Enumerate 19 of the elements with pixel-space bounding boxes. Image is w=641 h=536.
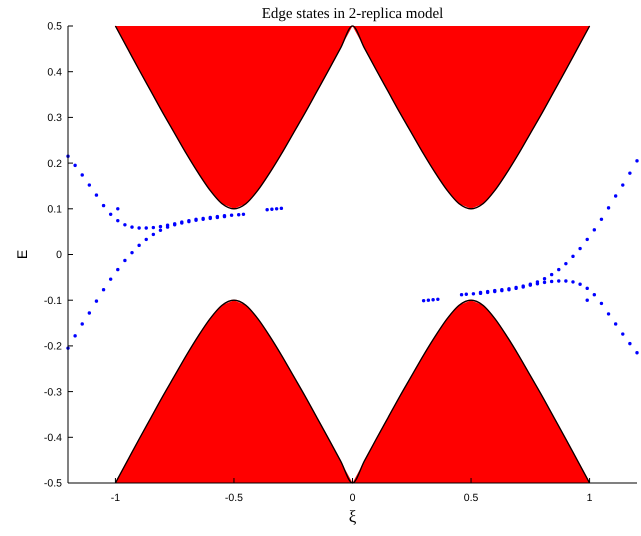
y-axis-title: E [14, 250, 30, 260]
chart-title: Edge states in 2-replica model [262, 6, 444, 22]
y-tick-label: -0.5 [44, 478, 62, 490]
x-tick-label: -0.5 [224, 492, 244, 504]
y-tick-label: -0.4 [44, 432, 62, 444]
y-tick-label: 0.5 [47, 20, 62, 33]
x-axis-title: ξ [348, 507, 357, 526]
y-tick-label: 0.3 [47, 112, 62, 124]
y-tick-label: -0.2 [44, 340, 62, 353]
y-tick-label: 0.1 [47, 203, 62, 216]
x-tick-label: 1 [586, 492, 593, 504]
x-tick-label: -1 [110, 492, 120, 504]
x-tick-label: 0.5 [464, 492, 478, 504]
y-tick-label: -0.3 [44, 386, 62, 398]
y-tick-label: 0.4 [47, 66, 62, 78]
y-tick-label: 0 [56, 249, 62, 262]
y-tick-label: -0.1 [44, 294, 62, 307]
y-tick-label: 0.2 [47, 158, 62, 170]
x-tick-label: 0 [350, 492, 356, 504]
